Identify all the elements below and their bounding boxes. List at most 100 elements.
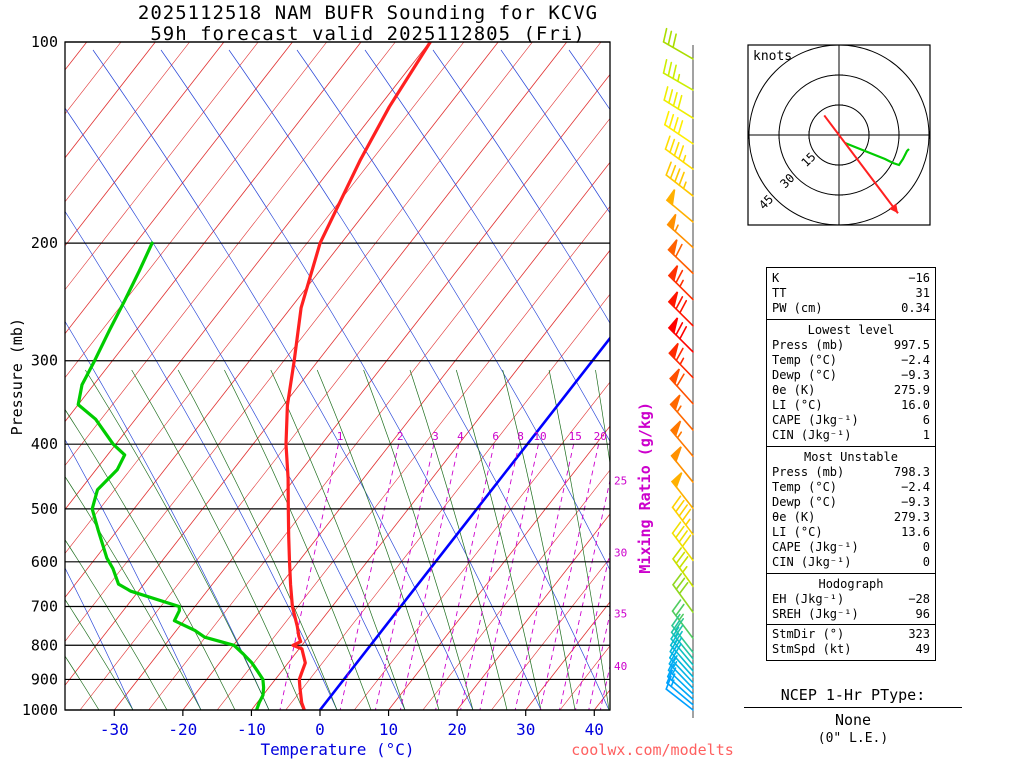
row-value: 798.3 bbox=[893, 465, 930, 479]
temperature-tick-label: -30 bbox=[100, 720, 129, 739]
wind-barb bbox=[664, 110, 694, 145]
info-panel-indices: K −16 TT 31 PW (cm) 0.34 bbox=[766, 267, 936, 320]
watermark: coolwx.com/modelts bbox=[571, 741, 734, 759]
mixing-ratio-label: 2 bbox=[397, 430, 404, 443]
row-value: 1 bbox=[922, 428, 930, 442]
panel-title: Most Unstable bbox=[804, 450, 898, 464]
panel-row: Press (mb) 798.3 bbox=[772, 465, 930, 480]
row-value: 275.9 bbox=[893, 383, 930, 397]
info-panel-most-unstable: Most Unstable Press (mb) 798.3 Temp (°C) −2.… bbox=[766, 446, 936, 574]
pressure-tick-label: 400 bbox=[31, 435, 58, 453]
ptype-title: NCEP 1-Hr PType: bbox=[744, 686, 962, 708]
panel-row: Temp (°C) −2.4 bbox=[772, 353, 930, 368]
mixing-ratio-label: 4 bbox=[457, 430, 464, 443]
panel-row: Dewp (°C) −9.3 bbox=[772, 368, 930, 383]
row-value: 16.0 bbox=[901, 398, 930, 412]
pressure-tick-label: 800 bbox=[31, 636, 58, 654]
row-value: −2.4 bbox=[901, 353, 930, 367]
wind-barb bbox=[665, 189, 694, 223]
row-value: 323 bbox=[908, 627, 930, 641]
mixing-ratio-label: 15 bbox=[569, 430, 582, 443]
row-label: Temp (°C) bbox=[772, 353, 838, 367]
panel-row: CIN (Jkg⁻¹) 0 bbox=[772, 555, 930, 570]
wind-barb bbox=[665, 161, 694, 197]
pressure-axis-label: Pressure (mb) bbox=[8, 318, 26, 436]
wind-barb bbox=[668, 342, 694, 379]
mixing-ratio-label: 20 bbox=[594, 430, 607, 443]
mixing-ratio-label: 30 bbox=[614, 547, 627, 560]
panel-row: CAPE (Jkg⁻¹) 0 bbox=[772, 540, 930, 555]
pressure-tick-label: 300 bbox=[31, 352, 58, 370]
pressure-tick-label: 600 bbox=[31, 553, 58, 571]
temperature-axis-label: Temperature (°C) bbox=[260, 740, 415, 759]
wind-barb bbox=[667, 265, 694, 301]
hodograph-trace bbox=[844, 141, 910, 167]
temperature-tick-label: 20 bbox=[448, 720, 467, 739]
panel-row: Press (mb) 997.5 bbox=[772, 338, 930, 353]
row-value: 0 bbox=[922, 540, 930, 554]
row-label: StmSpd (kt) bbox=[772, 642, 852, 656]
temperature-tick-label: 10 bbox=[379, 720, 398, 739]
wind-barb bbox=[667, 657, 694, 695]
row-value: 997.5 bbox=[893, 338, 930, 352]
panel-row: LI (°C) 13.6 bbox=[772, 525, 930, 540]
temperature-tick-label: -20 bbox=[168, 720, 197, 739]
hodograph-units-label: knots bbox=[753, 49, 793, 64]
wind-barb bbox=[670, 472, 694, 510]
mixing-ratio-label: 1 bbox=[337, 430, 344, 443]
panel-row: LI (°C) 16.0 bbox=[772, 398, 930, 413]
row-value: 31 bbox=[915, 286, 930, 300]
row-label: LI (°C) bbox=[772, 398, 823, 412]
row-value: 6 bbox=[922, 413, 930, 427]
panel-row: PW (cm) 0.34 bbox=[772, 301, 930, 316]
pressure-tick-label: 500 bbox=[31, 500, 58, 518]
row-label: CIN (Jkg⁻¹) bbox=[772, 555, 852, 569]
panel-row: SREH (Jkg⁻¹) 96 bbox=[772, 607, 930, 622]
pressure-tick-label: 100 bbox=[31, 33, 58, 51]
row-label: TT bbox=[772, 286, 787, 300]
wind-barb bbox=[671, 495, 694, 536]
panel-row: Dewp (°C) −9.3 bbox=[772, 495, 930, 510]
wind-barb bbox=[664, 135, 694, 170]
wind-barb bbox=[669, 368, 694, 405]
wind-barb bbox=[666, 213, 694, 249]
row-label: CAPE (Jkg⁻¹) bbox=[772, 540, 859, 554]
mixing-ratio-label: 25 bbox=[614, 475, 627, 488]
wind-barb bbox=[666, 663, 694, 701]
row-label: Dewp (°C) bbox=[772, 495, 838, 509]
panel-row: θe (K) 275.9 bbox=[772, 383, 930, 398]
panel-row: CIN (Jkg⁻¹) 1 bbox=[772, 428, 930, 443]
dewpoint-curve bbox=[76, 241, 266, 710]
row-label: CIN (Jkg⁻¹) bbox=[772, 428, 852, 442]
row-value: 96 bbox=[915, 607, 930, 621]
ptype-block: NCEP 1-Hr PType: None (0" L.E.) bbox=[744, 686, 962, 746]
row-value: 13.6 bbox=[901, 525, 930, 539]
panel-row: StmDir (°) 323 bbox=[767, 624, 935, 642]
storm-motion-arrowhead bbox=[888, 203, 898, 214]
wind-barb bbox=[671, 613, 694, 654]
chart-title-line1: 2025112518 NAM BUFR Sounding for KCVG bbox=[137, 2, 599, 24]
row-label: θe (K) bbox=[772, 510, 816, 524]
panel-title: Lowest level bbox=[807, 323, 895, 337]
row-value: −16 bbox=[908, 271, 930, 285]
mixing-ratio-axis-label: Mixing Ratio (g/kg) bbox=[636, 402, 654, 574]
row-label: SREH (Jkg⁻¹) bbox=[772, 607, 859, 621]
mixing-ratio-label: 3 bbox=[432, 430, 439, 443]
wind-barb bbox=[672, 573, 694, 614]
row-value: −9.3 bbox=[901, 368, 930, 382]
info-panel-hodograph: Hodograph EH (Jkg⁻¹) −28 SREH (Jkg⁻¹) 96 StmD… bbox=[766, 573, 936, 661]
row-value: 279.3 bbox=[893, 510, 930, 524]
chart-title-line2: 59h forecast valid 2025112805 (Fri) bbox=[150, 23, 586, 45]
row-value: 0 bbox=[922, 555, 930, 569]
temperature-tick-label: 40 bbox=[585, 720, 604, 739]
wind-barb bbox=[667, 239, 694, 275]
row-label: CAPE (Jkg⁻¹) bbox=[772, 413, 859, 427]
panel-row: StmSpd (kt) 49 bbox=[772, 642, 930, 657]
row-label: PW (cm) bbox=[772, 301, 823, 315]
skewt-grid bbox=[65, 42, 610, 710]
pressure-tick-label: 700 bbox=[31, 598, 58, 616]
row-label: StmDir (°) bbox=[772, 627, 845, 641]
indices-panels: K −16 TT 31 PW (cm) 0.34 Lowest level Press (mb… bbox=[766, 267, 936, 661]
